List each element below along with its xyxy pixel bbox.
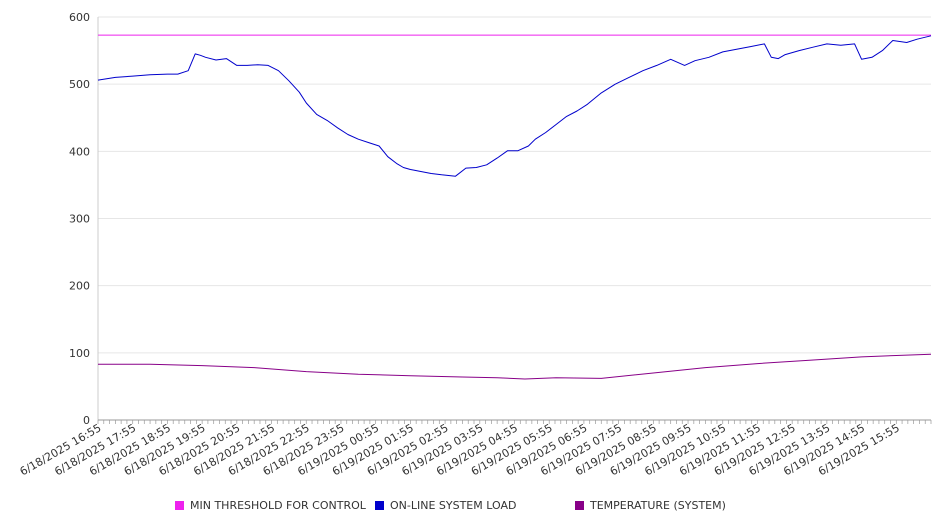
legend-label-1: ON-LINE SYSTEM LOAD [390,499,516,512]
series-line-2 [98,353,932,380]
x-axis-ticks: 6/18/2025 16:556/18/2025 17:556/18/2025 … [18,421,902,478]
series-lines [97,34,932,380]
legend-label-2: TEMPERATURE (SYSTEM) [589,499,726,512]
axes [97,17,932,424]
y-tick-label: 500 [69,78,90,91]
legend-swatch-2 [575,501,584,510]
legend-swatch-0 [175,501,184,510]
y-axis-ticks: 0 100 200 300 400 500 600 [69,11,90,427]
legend-label-0: MIN THRESHOLD FOR CONTROL [190,499,367,512]
y-tick-label: 600 [69,11,90,24]
y-tick-label: 400 [69,145,90,158]
y-tick-label: 300 [69,213,90,226]
series-line-1 [97,35,932,177]
legend-swatch-1 [375,501,384,510]
y-tick-label: 100 [69,347,90,360]
legend: MIN THRESHOLD FOR CONTROL ON-LINE SYSTEM … [175,499,726,512]
y-tick-label: 200 [69,280,90,293]
gridlines [98,16,931,354]
y-tick-label: 0 [83,414,90,427]
